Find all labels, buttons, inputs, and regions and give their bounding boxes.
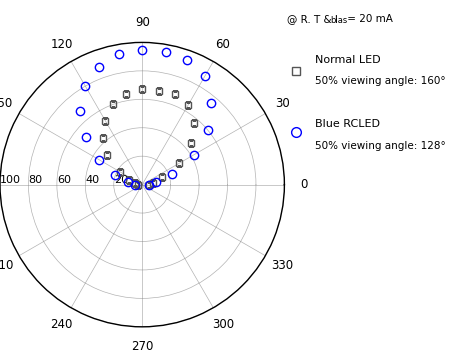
Text: 50% viewing angle: 160°: 50% viewing angle: 160°: [315, 76, 446, 87]
Text: bias: bias: [330, 16, 347, 25]
Text: = 20 mA: = 20 mA: [344, 14, 392, 25]
Text: Normal LED: Normal LED: [315, 55, 381, 65]
Text: @ R. T & I: @ R. T & I: [287, 14, 337, 25]
Text: 50% viewing angle: 128°: 50% viewing angle: 128°: [315, 140, 446, 151]
Text: Blue RCLED: Blue RCLED: [315, 119, 380, 129]
